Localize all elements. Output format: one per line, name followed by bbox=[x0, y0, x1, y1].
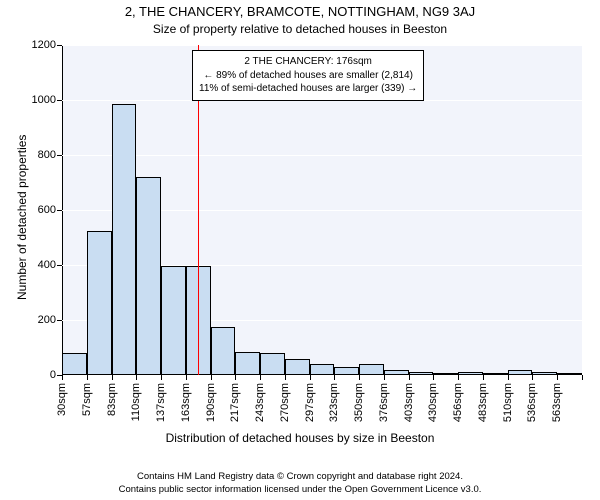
y-axis-label: Number of detached properties bbox=[15, 135, 29, 300]
y-tick-label: 1200 bbox=[32, 39, 62, 51]
info-box-line: 11% of semi-detached houses are larger (… bbox=[199, 82, 417, 96]
bar bbox=[384, 370, 409, 376]
x-tick-label: 270sqm bbox=[279, 381, 291, 422]
x-tick-mark bbox=[483, 375, 484, 380]
bar bbox=[508, 370, 533, 375]
x-tick-mark bbox=[508, 375, 509, 380]
bar bbox=[532, 372, 557, 375]
bar bbox=[136, 177, 161, 375]
grid-line bbox=[62, 375, 582, 376]
x-tick-label: 483sqm bbox=[477, 381, 489, 422]
footer-text: Contains HM Land Registry data © Crown c… bbox=[0, 471, 600, 496]
x-tick-label: 137sqm bbox=[155, 381, 167, 422]
x-tick-label: 403sqm bbox=[403, 381, 415, 422]
x-tick-mark bbox=[433, 375, 434, 380]
y-tick-label: 600 bbox=[38, 204, 62, 216]
bar bbox=[260, 353, 285, 375]
footer-line-2: Contains public sector information licen… bbox=[0, 484, 600, 496]
x-tick-label: 83sqm bbox=[106, 381, 118, 416]
bar bbox=[62, 353, 87, 375]
bar bbox=[483, 373, 508, 375]
bar bbox=[310, 364, 335, 375]
bar bbox=[334, 367, 359, 375]
y-tick-label: 200 bbox=[38, 314, 62, 326]
x-tick-label: 110sqm bbox=[130, 381, 142, 421]
info-box-line: ← 89% of detached houses are smaller (2,… bbox=[199, 69, 417, 83]
x-tick-mark bbox=[557, 375, 558, 380]
x-tick-label: 190sqm bbox=[205, 381, 217, 422]
x-tick-mark bbox=[211, 375, 212, 380]
title-main: 2, THE CHANCERY, BRAMCOTE, NOTTINGHAM, N… bbox=[0, 4, 600, 19]
x-tick-mark bbox=[359, 375, 360, 380]
bar bbox=[458, 372, 483, 375]
grid-line bbox=[62, 45, 582, 46]
x-tick-mark bbox=[310, 375, 311, 380]
x-tick-mark bbox=[260, 375, 261, 380]
x-tick-label: 350sqm bbox=[353, 381, 365, 422]
x-tick-label: 57sqm bbox=[81, 381, 93, 416]
x-tick-mark bbox=[334, 375, 335, 380]
y-tick-label: 800 bbox=[38, 149, 62, 161]
x-tick-mark bbox=[532, 375, 533, 380]
x-tick-label: 430sqm bbox=[427, 381, 439, 422]
y-tick-label: 400 bbox=[38, 259, 62, 271]
x-tick-mark bbox=[87, 375, 88, 380]
bar bbox=[235, 352, 260, 375]
bar bbox=[87, 231, 112, 375]
x-tick-label: 536sqm bbox=[526, 381, 538, 422]
x-tick-label: 510sqm bbox=[502, 381, 514, 422]
x-tick-mark bbox=[409, 375, 410, 380]
x-tick-label: 323sqm bbox=[328, 381, 340, 422]
x-tick-label: 163sqm bbox=[180, 381, 192, 422]
plot-area: 02004006008001000120030sqm57sqm83sqm110s… bbox=[62, 45, 582, 375]
x-tick-label: 456sqm bbox=[452, 381, 464, 422]
bar bbox=[409, 372, 434, 375]
info-box: 2 THE CHANCERY: 176sqm← 89% of detached … bbox=[192, 50, 424, 101]
y-tick-label: 1000 bbox=[32, 94, 62, 106]
grid-line bbox=[62, 155, 582, 156]
x-tick-mark bbox=[186, 375, 187, 380]
x-tick-label: 563sqm bbox=[551, 381, 563, 422]
x-tick-mark bbox=[136, 375, 137, 380]
bar bbox=[112, 104, 137, 375]
x-tick-label: 376sqm bbox=[378, 381, 390, 422]
x-tick-mark bbox=[285, 375, 286, 380]
x-tick-label: 217sqm bbox=[229, 381, 241, 422]
x-tick-mark bbox=[458, 375, 459, 380]
x-tick-mark bbox=[582, 375, 583, 380]
chart-root: 2, THE CHANCERY, BRAMCOTE, NOTTINGHAM, N… bbox=[0, 0, 600, 500]
x-tick-mark bbox=[384, 375, 385, 380]
bar bbox=[433, 373, 458, 375]
bar bbox=[211, 327, 236, 375]
footer-line-1: Contains HM Land Registry data © Crown c… bbox=[0, 471, 600, 483]
y-tick-label: 0 bbox=[50, 369, 62, 381]
bar bbox=[359, 364, 384, 375]
x-tick-label: 30sqm bbox=[56, 381, 68, 416]
x-tick-mark bbox=[235, 375, 236, 380]
title-sub: Size of property relative to detached ho… bbox=[0, 22, 600, 36]
bar bbox=[557, 373, 582, 375]
x-tick-mark bbox=[62, 375, 63, 380]
info-box-line: 2 THE CHANCERY: 176sqm bbox=[199, 55, 417, 69]
x-tick-mark bbox=[112, 375, 113, 380]
x-tick-label: 243sqm bbox=[254, 381, 266, 422]
x-tick-label: 297sqm bbox=[304, 381, 316, 422]
x-axis-label: Distribution of detached houses by size … bbox=[0, 431, 600, 445]
x-tick-mark bbox=[161, 375, 162, 380]
bar bbox=[161, 266, 186, 375]
bar bbox=[285, 359, 310, 376]
